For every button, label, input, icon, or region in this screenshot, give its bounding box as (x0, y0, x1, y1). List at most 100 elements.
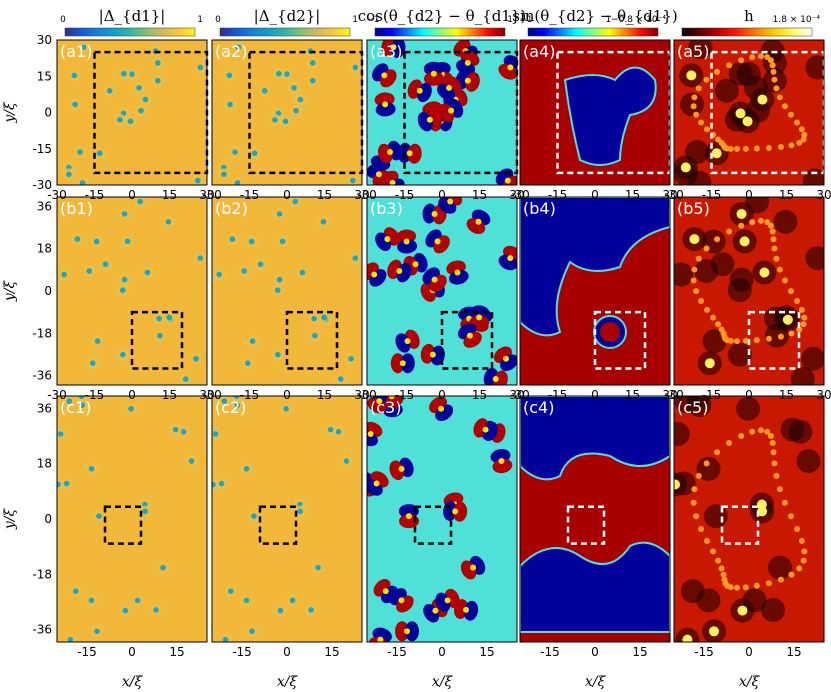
colorbar-min-4: −1 (519, 15, 532, 25)
vortex-core (272, 116, 278, 123)
panel-frame (366, 395, 518, 643)
x-tick-label: -15 (77, 645, 97, 659)
phase-core (507, 64, 514, 71)
wall-glow (742, 337, 749, 344)
colorbar-max-1: 1 (197, 15, 203, 25)
phase-lobe (423, 61, 444, 76)
wall-glow (764, 428, 771, 435)
wall-glow (742, 584, 749, 591)
x-tick-label: 15 (779, 388, 794, 402)
colorbar-title-3: cos(θ_{d2} − θ_{d1}) (358, 7, 526, 25)
phase-core (376, 398, 383, 405)
dark-region (688, 40, 713, 60)
wall-glow (771, 460, 778, 467)
wall-glow (714, 68, 721, 75)
phase-core (444, 597, 451, 604)
hot-spot (757, 506, 768, 517)
wall-glow (738, 57, 745, 64)
wall-glow (698, 298, 704, 304)
phase-core (404, 628, 411, 635)
phase-core (404, 338, 411, 345)
phase-core (482, 426, 489, 433)
vortex-core (96, 513, 102, 519)
wall-glow (787, 513, 794, 520)
panel-frame (56, 395, 208, 643)
wall-glow (753, 582, 760, 589)
wall-glow (787, 111, 794, 118)
vortex-core (89, 360, 96, 367)
panel-b2: (b2) (211, 196, 363, 386)
vortex-core (136, 85, 142, 91)
panel-label: (a1) (60, 42, 92, 61)
panel-label: (b5) (677, 199, 710, 218)
wall-glow (796, 139, 803, 146)
phase-core (403, 238, 410, 245)
x-tick-label: 15 (786, 645, 801, 659)
vortex-core (235, 44, 242, 51)
x-tick-label: 30 (199, 188, 214, 202)
x-tick-label: 15 (472, 188, 487, 202)
x-tick-label: -15 (548, 388, 568, 402)
colorbar-5 (681, 27, 813, 37)
vortex-core (234, 402, 241, 409)
phase-core (430, 70, 437, 77)
wall-glow (781, 499, 788, 506)
panel-c1: (c1) (56, 395, 208, 643)
phase-lobe (417, 82, 432, 103)
colorbar-min-3: −1 (366, 15, 379, 25)
phase-core (398, 597, 405, 604)
phase-core (463, 606, 470, 613)
x-tick-label: 30 (816, 188, 831, 202)
vortex-core (291, 85, 297, 91)
vortex-core (57, 431, 64, 437)
phase-core (464, 77, 471, 84)
y-axis-label: y/ξ (2, 508, 18, 531)
vortex-core (195, 177, 201, 184)
phase-core (382, 588, 389, 595)
vortex-core (350, 177, 356, 184)
x-tick-label: 30 (509, 188, 524, 202)
dark-region (802, 168, 824, 185)
y-tick-label: 18 (37, 457, 52, 471)
wall-glow (767, 222, 774, 229)
zoom-box (413, 505, 453, 545)
phase-core (398, 465, 405, 472)
vortex-core (66, 398, 73, 404)
hot-spot (742, 116, 753, 127)
phase-lobe (395, 621, 410, 642)
x-tick-label: 15 (479, 645, 494, 659)
x-tick-label: -30 (510, 388, 530, 402)
x-axis-label: x/ξ (585, 674, 607, 690)
panel-c3: (c3) (366, 395, 518, 643)
colorbar-1 (64, 27, 196, 37)
x-tick-label: -15 (387, 645, 407, 659)
x-tick-label: 15 (317, 388, 332, 402)
wall-glow (726, 228, 733, 235)
panel-b4: (b4) (519, 196, 671, 386)
x-tick-label: 0 (745, 188, 753, 202)
phase-lobe (465, 72, 480, 92)
dark-region (736, 396, 761, 421)
x-tick-label: -30 (664, 188, 684, 202)
vortex-core (243, 597, 250, 604)
wall-glow (788, 330, 795, 337)
phase-core (388, 396, 395, 400)
x-tick-label: 30 (199, 388, 214, 402)
vortex-core (57, 481, 61, 488)
x-tick-label: -30 (357, 188, 377, 202)
x-tick-label: 30 (662, 188, 677, 202)
panel-label: (a4) (523, 42, 555, 61)
wall-glow (703, 460, 710, 467)
domain-blue (520, 396, 670, 481)
x-tick-label: -30 (47, 388, 67, 402)
wall-glow (749, 54, 756, 61)
wall-glow (796, 565, 803, 572)
axis-labels: y/ξ y/ξ y/ξ x/ξ x/ξ x/ξ x/ξ x/ξ (2, 101, 760, 690)
wall-glow (695, 85, 702, 92)
vortex-core (61, 271, 67, 278)
phase-core (431, 210, 438, 217)
colorbar-max-2: 1 (352, 15, 358, 25)
phase-core (375, 171, 382, 178)
dark-region (702, 329, 727, 354)
dark-region (674, 421, 690, 446)
